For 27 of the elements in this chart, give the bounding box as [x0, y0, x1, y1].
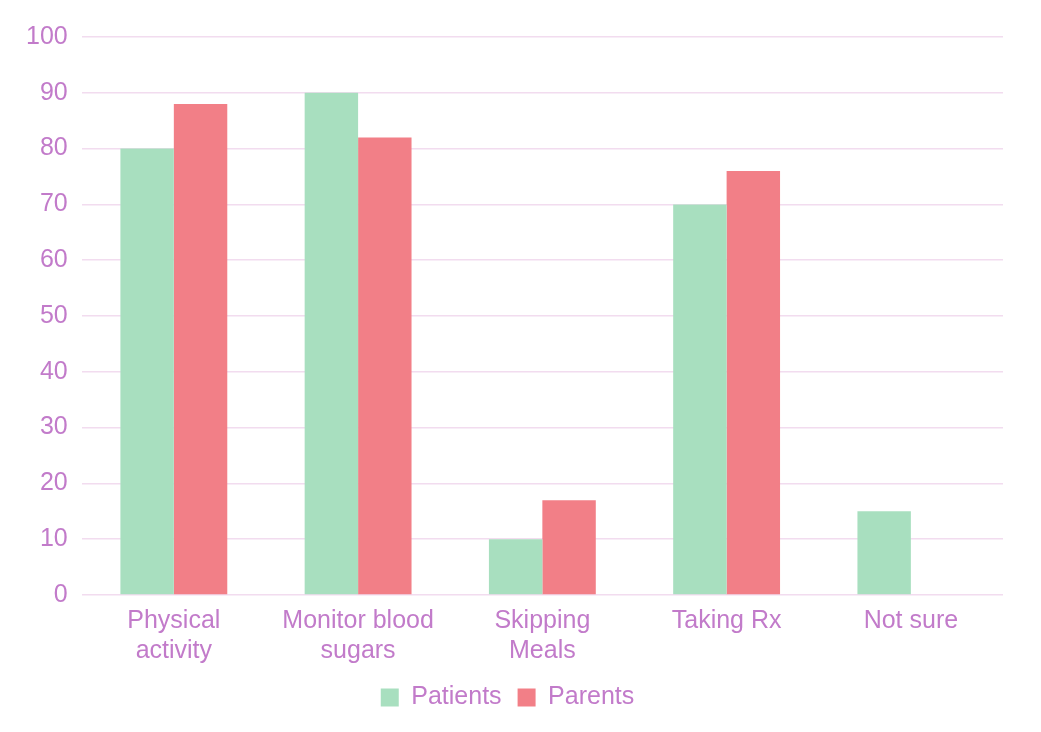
- y-tick-label: 40: [39, 355, 68, 384]
- y-tick-label: 90: [39, 76, 68, 105]
- bar: [173, 103, 228, 595]
- y-tick-label: 60: [39, 244, 68, 273]
- bar: [120, 148, 174, 595]
- x-tick-label: Not sure: [863, 604, 959, 633]
- y-tick-label: 70: [39, 188, 68, 217]
- y-tick-label: 20: [39, 467, 68, 496]
- bar: [542, 500, 596, 595]
- legend-label: Parents: [548, 681, 635, 710]
- x-tick-label: Monitor blood sugars: [282, 604, 434, 663]
- x-tick-label: Taking Rx: [671, 604, 782, 633]
- bar: [358, 137, 412, 595]
- legend-label: Patients: [411, 681, 502, 710]
- bar: [673, 204, 727, 595]
- x-tick-label: Skipping Meals: [494, 604, 591, 663]
- bar: [304, 92, 359, 595]
- y-tick-label: 80: [39, 132, 68, 161]
- bar: [726, 170, 781, 595]
- x-tick-label: Physical activity: [127, 604, 221, 663]
- y-tick-label: 10: [39, 523, 68, 552]
- bar: [488, 539, 543, 595]
- y-tick-label: 50: [39, 299, 68, 328]
- bar: [857, 511, 911, 595]
- y-tick-label: 0: [53, 578, 68, 607]
- y-tick-label: 30: [39, 411, 68, 440]
- y-tick-label: 100: [25, 20, 68, 49]
